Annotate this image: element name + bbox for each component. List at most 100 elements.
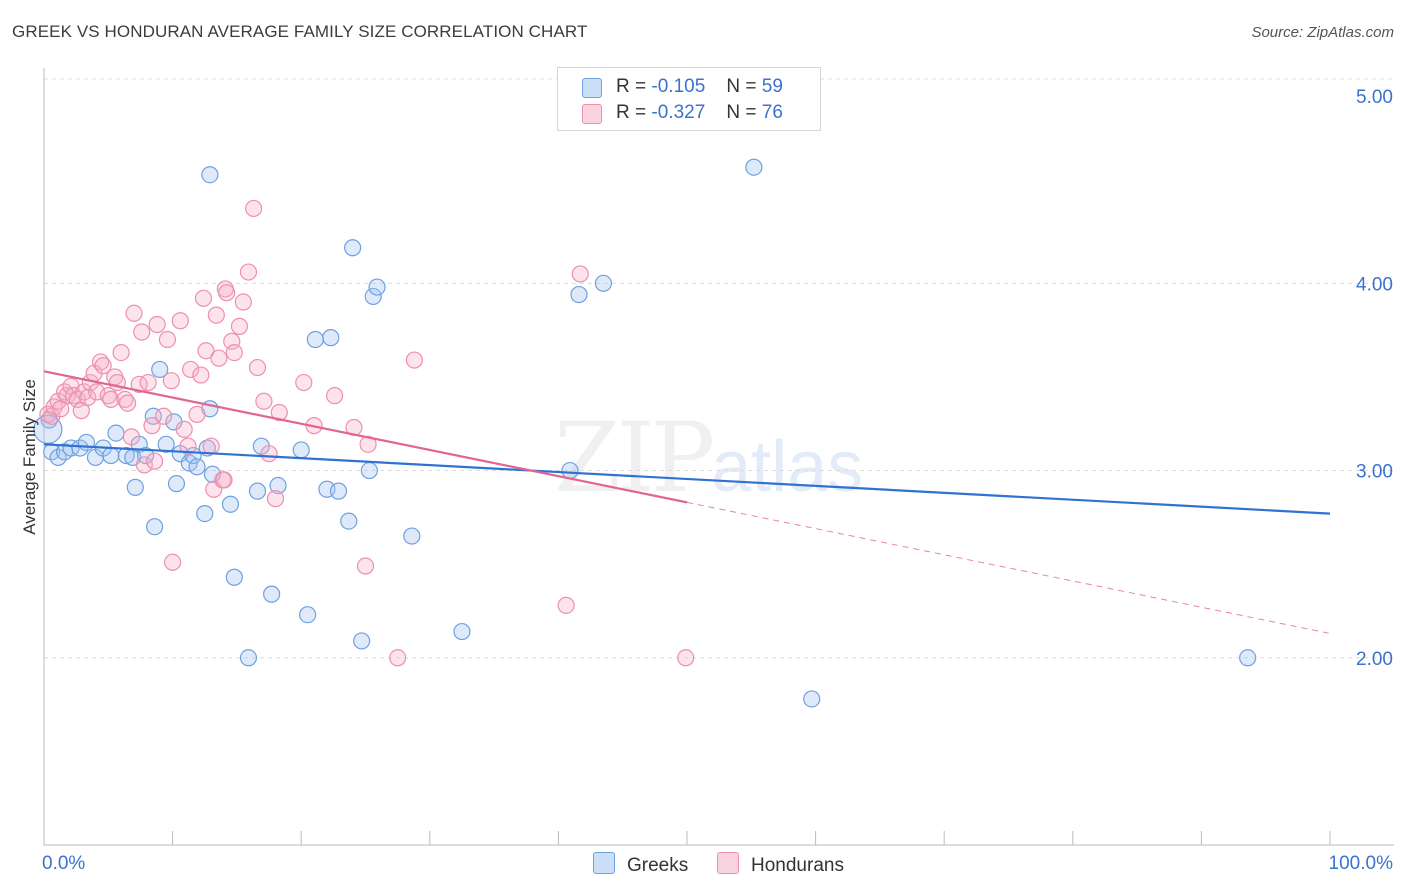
y-tick-label: 2.00: [1356, 649, 1393, 670]
greek-point: [107, 424, 125, 442]
honduran-point: [94, 357, 112, 375]
greeks-swatch: [582, 78, 602, 98]
honduran-point: [202, 437, 220, 455]
greek-point: [102, 446, 120, 465]
greeks-n-label: N =: [726, 76, 757, 97]
bottom-legend-greeks: Greeks: [593, 852, 688, 877]
honduran-point: [112, 343, 130, 362]
hondurans-n-value: 76: [761, 102, 783, 123]
legend-hondurans-text: R = -0.327 N = 76: [616, 102, 783, 124]
honduran-point: [179, 437, 197, 455]
hondurans-r-label: R =: [616, 102, 647, 123]
honduran-point: [356, 557, 375, 575]
honduran-point: [135, 456, 153, 474]
greek-point: [263, 585, 281, 603]
greek-point: [344, 239, 362, 257]
honduran-point: [255, 392, 273, 410]
greek-point: [594, 274, 613, 292]
honduran-point: [571, 265, 589, 283]
greek-point: [188, 458, 206, 476]
source-label: Source: ZipAtlas.com: [1251, 24, 1394, 41]
honduran-point: [102, 390, 120, 408]
greek-point: [353, 632, 371, 650]
honduran-point: [215, 471, 233, 489]
hondurans-n-label: N =: [726, 102, 757, 123]
honduran-point: [223, 332, 241, 350]
honduran-point: [118, 394, 137, 412]
honduran-point: [230, 317, 249, 335]
bottom-legend-hondurans: Hondurans: [717, 852, 844, 877]
greek-point: [570, 285, 588, 304]
greek-point: [299, 606, 317, 624]
greek-point: [322, 329, 340, 347]
honduran-point: [270, 403, 288, 422]
greek-point: [306, 330, 324, 349]
greek-point: [1239, 649, 1257, 667]
y-axis-label: Average Family Size: [20, 379, 39, 535]
honduran-point: [326, 387, 344, 405]
greeks-trend-line: [43, 443, 1331, 515]
honduran-point: [58, 387, 76, 405]
x-tick-label: 100.0%: [1329, 853, 1394, 874]
greek-point: [269, 476, 287, 495]
bottom-hondurans-swatch: [717, 852, 739, 874]
honduran-point: [260, 445, 278, 463]
honduran-point: [158, 330, 177, 349]
greek-point: [145, 518, 164, 536]
honduran-point: [225, 343, 243, 362]
legend-greeks-text: R = -0.105 N = 59: [616, 76, 783, 98]
honduran-point: [182, 360, 200, 379]
honduran-point: [239, 263, 258, 281]
watermark-atlas: atlas: [711, 427, 864, 507]
greek-point: [248, 482, 267, 500]
chart-title: GREEK VS HONDURAN AVERAGE FAMILY SIZE CO…: [12, 22, 588, 41]
greek-point: [201, 166, 219, 184]
greek-point: [340, 512, 358, 530]
y-tick-label: 3.00: [1356, 462, 1393, 483]
bottom-hondurans-label: Hondurans: [751, 855, 844, 876]
greeks-r-value: -0.105: [651, 76, 706, 97]
honduran-point: [295, 373, 313, 392]
honduran-point: [210, 349, 228, 367]
greek-point: [561, 461, 579, 480]
honduran-point: [148, 315, 166, 334]
honduran-point: [162, 372, 180, 390]
honduran-point: [145, 452, 164, 470]
greeks-points: [33, 158, 1257, 708]
honduran-point: [154, 407, 173, 425]
greek-point: [453, 622, 471, 641]
greek-point: [403, 527, 421, 545]
honduran-point: [122, 428, 141, 446]
honduran-point: [143, 417, 161, 435]
greek-point: [221, 495, 240, 513]
watermark-zip: ZIP: [554, 402, 715, 514]
y-tick-label: 5.00: [1356, 87, 1393, 108]
honduran-point: [133, 323, 151, 341]
greek-point: [368, 278, 386, 296]
y-tick-label: 4.00: [1356, 274, 1393, 295]
honduran-point: [192, 366, 210, 384]
greek-point: [329, 482, 348, 500]
greeks-n-value: 59: [761, 76, 783, 97]
grid-lines: [44, 78, 1394, 659]
greek-point: [151, 360, 169, 379]
greek-point: [292, 441, 310, 459]
honduran-point: [248, 358, 267, 377]
hondurans-swatch: [582, 104, 602, 124]
greek-point: [364, 287, 382, 306]
honduran-point: [188, 405, 206, 423]
honduran-point: [218, 284, 236, 302]
hondurans-r-value: -0.327: [651, 102, 706, 123]
honduran-point: [207, 306, 225, 324]
hondurans-trend-line: [43, 370, 688, 504]
honduran-point: [557, 596, 575, 614]
greek-point: [33, 414, 63, 444]
honduran-point: [405, 351, 423, 369]
greek-point: [167, 475, 186, 493]
greek-point: [360, 461, 378, 480]
honduran-point: [171, 312, 189, 330]
greek-point: [117, 446, 135, 465]
x-tick-label: 0.0%: [42, 853, 85, 874]
bottom-greeks-swatch: [593, 852, 615, 874]
